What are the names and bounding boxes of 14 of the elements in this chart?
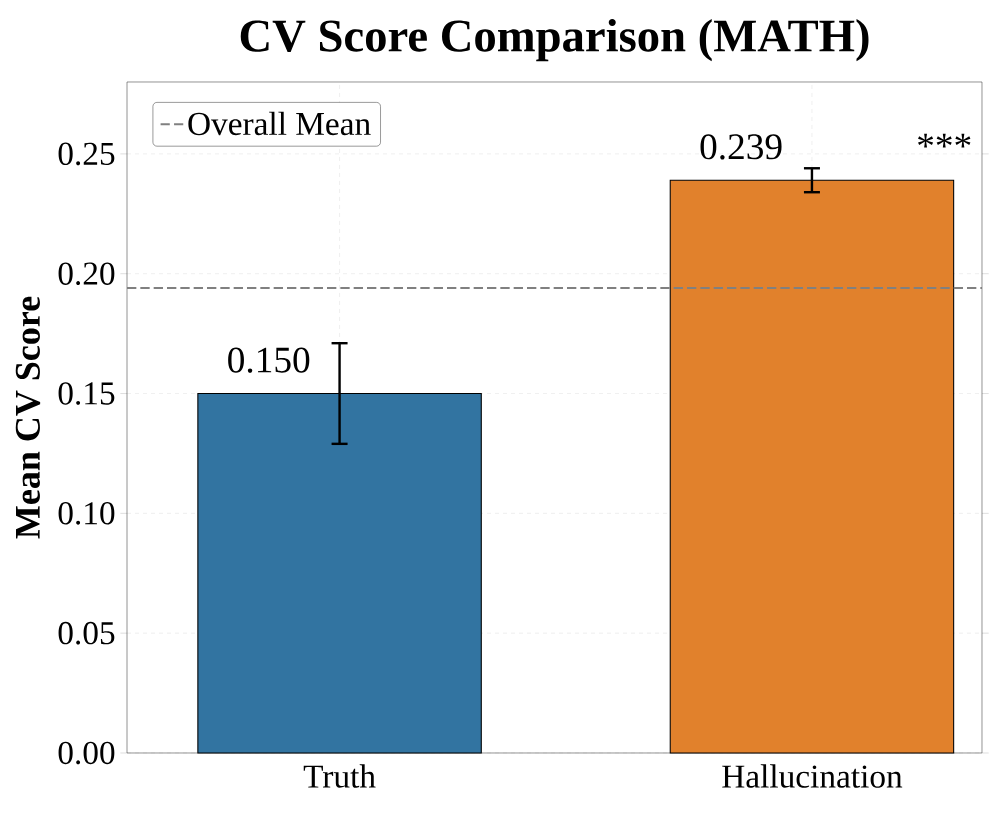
x-tick-label: Truth (303, 764, 376, 788)
y-tick-label: 0.25 (58, 142, 115, 166)
data-label: 0.150 (228, 347, 310, 373)
legend-label: Overall Mean (188, 111, 371, 136)
y-tick-label: 0.20 (58, 262, 115, 286)
y-tick-label: 0.00 (58, 741, 115, 765)
chart-title: CV Score Comparison (MATH) (240, 18, 869, 62)
annotation: *** (918, 133, 971, 148)
y-tick-label: 0.10 (58, 502, 115, 525)
y-tick-label: 0.05 (58, 621, 115, 645)
x-tick-label: Hallucination (722, 764, 903, 788)
data-label: 0.239 (700, 134, 782, 160)
y-tick-label: 0.15 (58, 382, 115, 405)
y-axis-title: Mean CV Score (15, 296, 41, 539)
